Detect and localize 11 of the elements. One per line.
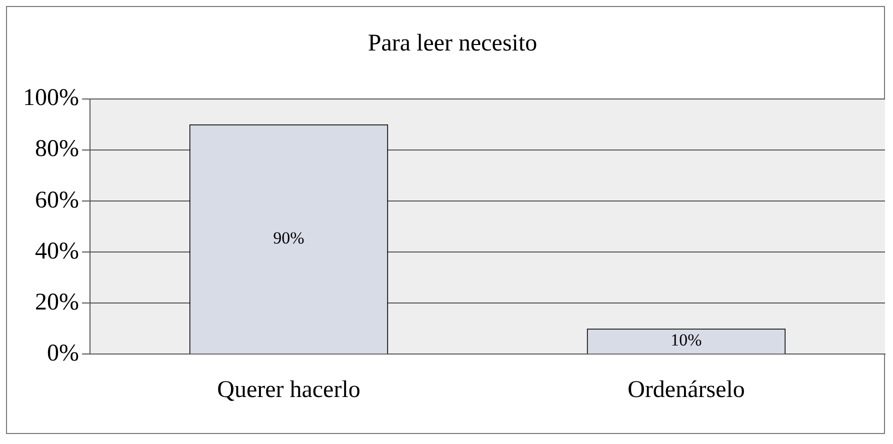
y-tick-label: 40% (34, 238, 79, 264)
data-label: 10% (670, 330, 702, 350)
y-tick-label: 20% (34, 289, 79, 316)
y-tick-label: 0% (46, 340, 79, 366)
y-tick-label: 60% (34, 187, 79, 214)
data-label: 90% (273, 228, 304, 248)
y-tick-label: 100% (22, 85, 79, 112)
x-tick-label: Ordenárselo (628, 376, 745, 403)
y-tick-label: 80% (34, 136, 79, 162)
chart-title: Para leer necesito (368, 30, 538, 57)
x-tick-label: Querer hacerlo (217, 376, 360, 403)
